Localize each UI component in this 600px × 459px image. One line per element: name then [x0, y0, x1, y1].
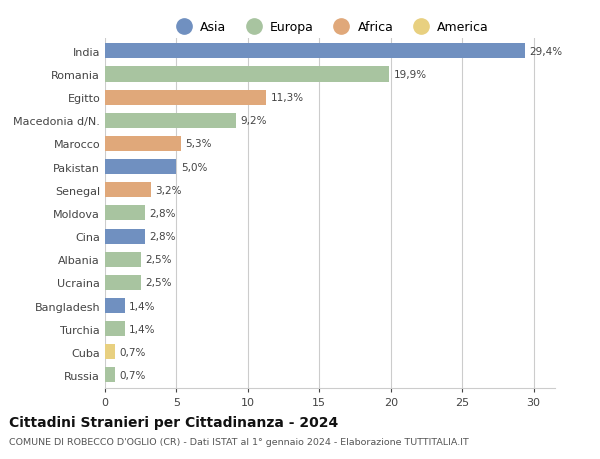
Text: 2,5%: 2,5% — [145, 255, 172, 265]
Bar — [105, 44, 525, 59]
Bar — [105, 67, 389, 82]
Bar — [105, 298, 125, 313]
Text: 1,4%: 1,4% — [129, 324, 156, 334]
Text: 3,2%: 3,2% — [155, 185, 182, 196]
Bar — [105, 368, 115, 383]
Bar — [105, 113, 236, 129]
Text: 5,3%: 5,3% — [185, 139, 212, 149]
Text: 0,7%: 0,7% — [119, 347, 146, 357]
Bar — [105, 275, 141, 290]
Text: COMUNE DI ROBECCO D'OGLIO (CR) - Dati ISTAT al 1° gennaio 2024 - Elaborazione TU: COMUNE DI ROBECCO D'OGLIO (CR) - Dati IS… — [9, 437, 469, 446]
Text: 19,9%: 19,9% — [394, 70, 427, 80]
Text: 2,8%: 2,8% — [149, 231, 176, 241]
Text: 9,2%: 9,2% — [241, 116, 267, 126]
Bar — [105, 206, 145, 221]
Text: 29,4%: 29,4% — [529, 47, 562, 57]
Text: 0,7%: 0,7% — [119, 370, 146, 380]
Bar — [105, 183, 151, 198]
Text: 2,8%: 2,8% — [149, 208, 176, 218]
Text: 2,5%: 2,5% — [145, 278, 172, 288]
Bar — [105, 90, 266, 106]
Bar — [105, 137, 181, 151]
Bar — [105, 321, 125, 336]
Text: Cittadini Stranieri per Cittadinanza - 2024: Cittadini Stranieri per Cittadinanza - 2… — [9, 415, 338, 429]
Bar — [105, 252, 141, 267]
Text: 1,4%: 1,4% — [129, 301, 156, 311]
Bar — [105, 229, 145, 244]
Bar — [105, 345, 115, 359]
Text: 11,3%: 11,3% — [271, 93, 304, 103]
Bar — [105, 160, 176, 175]
Legend: Asia, Europa, Africa, America: Asia, Europa, Africa, America — [166, 16, 494, 39]
Text: 5,0%: 5,0% — [181, 162, 207, 172]
